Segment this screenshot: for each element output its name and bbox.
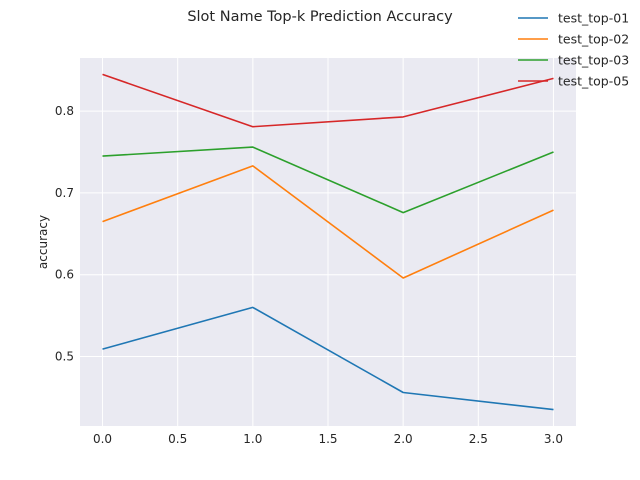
y-tick-label: 0.6 — [55, 268, 74, 282]
legend-label: test_top-05 — [558, 74, 629, 89]
x-tick-label: 0.0 — [93, 432, 112, 446]
x-gridlines — [102, 58, 554, 426]
y-axis-label: accuracy — [36, 215, 50, 269]
y-tick-label: 0.8 — [55, 104, 74, 118]
x-tick-label: 0.5 — [168, 432, 187, 446]
x-tick-label: 2.0 — [394, 432, 413, 446]
series-line-test_top-03 — [102, 146, 554, 214]
y-tick-labels: 0.5 0.6 0.7 0.8 — [55, 104, 74, 363]
legend-label: test_top-03 — [558, 53, 629, 68]
y-tick-label: 0.7 — [55, 186, 74, 200]
series-line-test_top-05 — [102, 73, 554, 128]
x-tick-label: 1.5 — [318, 432, 337, 446]
legend: test_top-01 test_top-02 test_top-03 test_to… — [518, 11, 629, 89]
series-line-test_top-02 — [102, 165, 554, 279]
x-tick-label: 3.0 — [544, 432, 563, 446]
chart-title: Slot Name Top-k Prediction Accuracy — [187, 9, 453, 25]
series-line-test_top-01 — [102, 306, 554, 411]
x-tick-labels: 0.0 0.5 1.0 1.5 2.0 2.5 3.0 — [93, 432, 563, 446]
x-tick-label: 2.5 — [469, 432, 488, 446]
legend-label: test_top-01 — [558, 11, 629, 26]
series-lines — [102, 73, 554, 411]
x-tick-label: 1.0 — [243, 432, 262, 446]
legend-label: test_top-02 — [558, 32, 629, 47]
y-gridlines — [80, 110, 576, 357]
y-tick-label: 0.5 — [55, 349, 74, 363]
